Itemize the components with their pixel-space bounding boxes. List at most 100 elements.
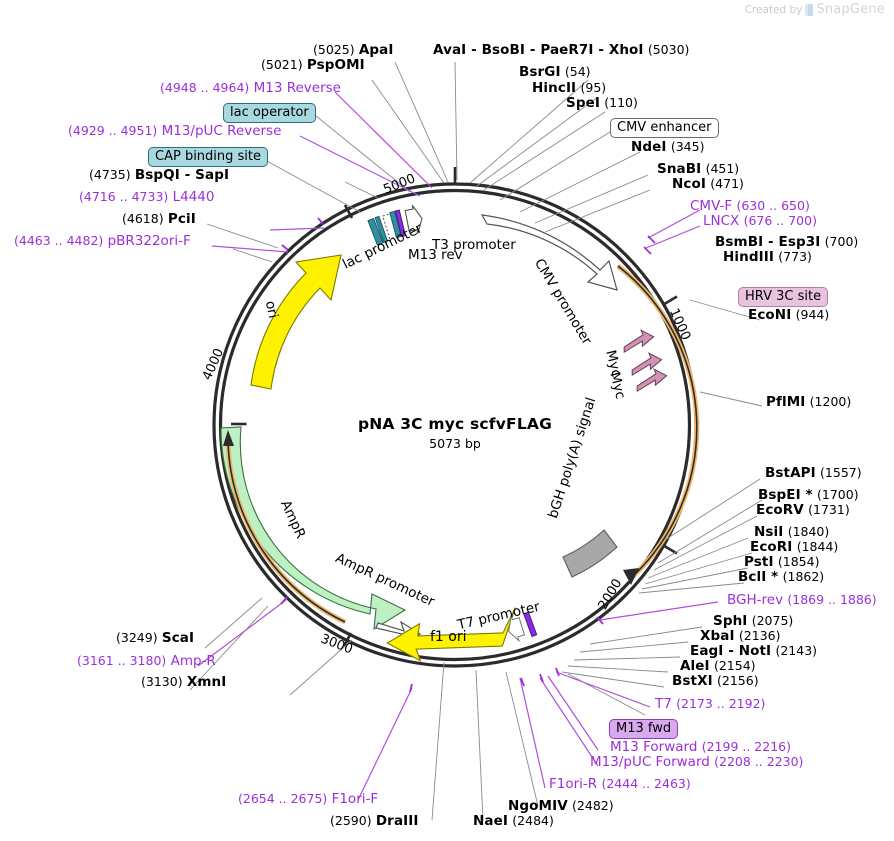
primer-name-m13-forward: M13 Forward [610,739,698,755]
enzyme-pos-spei: (110) [604,95,638,110]
enzyme-name-pspomi: PspOMI [306,57,365,73]
enzyme-name-ncoi: NcoI [672,176,706,192]
primer-name-l4440: L4440 [172,189,215,205]
feature-myc-group [623,329,668,393]
enzyme-label-draiii: (2590) DraIII [330,813,419,829]
primer-range-l4440: (4716 .. 4733) [79,189,169,204]
snapgene-wordmark: SnapGene [816,2,885,17]
enzyme-name-naei: NaeI [473,813,508,829]
enzyme-pos-bstapi: (1557) [820,465,862,480]
enzyme-pos-alei: (2154) [713,658,756,673]
badge-hrv-3c-site: HRV 3C site [738,287,829,307]
enzyme-name-sphi: SphI [713,613,748,629]
enzyme-label-ngomiv: NgoMIV (2482) [508,798,614,814]
enzyme-label-avai-bsobi-paer7i-xhoi: AvaI - BsoBI - PaeR7I - XhoI (5030) [433,42,689,58]
enzyme-pos-ndei: (345) [670,139,705,154]
primer-name-m13-puc-reverse: M13/pUC Reverse [161,123,282,139]
enzyme-pos-xmni: (3130) [141,674,183,689]
primer-label-l4440: (4716 .. 4733) L4440 [79,189,215,205]
primer-range-pbr322ori-f: (4463 .. 4482) [14,233,104,248]
primer-name-bgh-rev: BGH-rev [727,592,784,608]
enzyme-label-ecori: EcoRI (1844) [750,539,839,555]
primer-name-amp-r: Amp-R [170,653,216,669]
enzyme-label-pspomi: (5021) PspOMI [261,57,365,73]
primer-range-m13-puc-forward: (2208 .. 2230) [714,754,804,769]
enzyme-name-hindiii: HindIII [723,249,774,265]
primer-range-m13-reverse: (4948 .. 4964) [160,80,250,95]
enzyme-name-avai-group: AvaI - BsoBI - PaeR7I - XhoI [433,42,644,58]
feature-label-t3-promoter: T3 promoter [432,237,516,253]
enzyme-label-bstapi: BstAPI (1557) [765,465,862,481]
enzyme-name-apai: ApaI [358,42,394,58]
enzyme-label-ndei: NdeI (345) [631,139,705,155]
enzyme-pos-eagi-noti: (2143) [775,643,818,658]
enzyme-pos-pspomi: (5021) [261,57,303,72]
enzyme-pos-pcii: (4618) [122,211,164,226]
enzyme-label-pcii: (4618) PciI [122,211,196,227]
primer-range-f1ori-f: (2654 .. 2675) [238,791,328,806]
enzyme-name-econi: EcoNI [748,307,792,323]
enzyme-pos-draiii: (2590) [330,813,372,828]
enzyme-pos-sphi: (2075) [751,613,794,628]
primer-label-bgh-rev: BGH-rev (1869 .. 1886) [727,592,877,608]
enzyme-name-eagi-noti: EagI - NotI [690,643,772,659]
enzyme-pos-ngomiv: (2482) [572,798,614,813]
enzyme-label-nsii: NsiI (1840) [754,524,830,540]
enzyme-name-ecori: EcoRI [750,539,793,555]
enzyme-label-psti: PstI (1854) [744,554,819,570]
enzyme-label-alei: AleI (2154) [680,658,756,674]
plasmid-size: 5073 bp [429,436,481,451]
enzyme-pos-nsii: (1840) [787,524,830,539]
primer-name-t7: T7 [655,696,672,712]
primer-label-m13-forward: M13 Forward (2199 .. 2216) [610,739,791,755]
enzyme-label-ecorv: EcoRV (1731) [756,502,850,518]
enzyme-label-bspqi-sapi: (4735) BspQI - SapI [89,167,229,183]
enzyme-pos-hindiii: (773) [778,249,812,264]
enzyme-label-hincii: HincII (95) [532,81,606,96]
enzyme-name-pflmi: PflMI [766,394,806,410]
enzyme-name-bstapi: BstAPI [765,465,816,481]
enzyme-name-ecorv: EcoRV [756,502,804,518]
enzyme-label-sphi: SphI (2075) [713,613,794,629]
badge-cmv-enhancer: CMV enhancer [610,118,719,138]
primer-label-amp-r: (3161 .. 3180) Amp-R [77,653,216,669]
primer-range-amp-r: (3161 .. 3180) [77,653,167,668]
feature-t7-promoter [508,611,538,643]
enzyme-pos-ecori: (1844) [796,539,839,554]
badge-lac-operator: lac operator [223,103,316,123]
primer-range-cmv-f: (630 .. 650) [736,198,810,213]
enzyme-label-eagi-noti: EagI - NotI (2143) [690,643,818,659]
enzyme-name-scai: ScaI [161,630,195,646]
primer-label-f1ori-f: (2654 .. 2675) F1ori-F [238,791,378,807]
backbone-inner-circle [218,188,692,662]
transcript-arc [616,264,700,585]
enzyme-label-bcli: BclI * (1862) [738,570,824,585]
enzyme-label-xbai: XbaI (2136) [700,628,780,644]
primer-label-t7: T7 (2173 .. 2192) [655,696,766,712]
enzyme-name-alei: AleI [680,658,710,674]
badge-cap-binding-site: CAP binding site [148,147,269,167]
enzyme-name-xbai: XbaI [700,628,735,644]
leader-lines-primers [197,91,719,801]
enzyme-pos-bspei: (1700) [817,487,859,502]
enzyme-name-ndei: NdeI [631,139,667,155]
enzyme-name-spei: SpeI [566,95,600,111]
primer-label-lncx: LNCX (676 .. 700) [703,213,817,229]
leader-lines-enzymes [189,61,763,821]
enzyme-pos-bspqi-sapi: (4735) [89,167,131,182]
enzyme-name-psti: PstI [744,554,774,570]
enzyme-label-bstxi: BstXI (2156) [672,674,759,689]
ruler-tick-group [231,167,678,647]
feature-lac-region [367,204,423,246]
primer-range-t7: (2173 .. 2192) [676,696,766,711]
snapgene-logo-icon [805,3,814,16]
enzyme-name-bsmbi-esp3i: BsmBI - Esp3I [715,234,821,250]
primer-label-f1ori-r: F1ori-R (2444 .. 2463) [549,777,691,792]
feature-cmv-promoter [480,214,618,291]
primer-range-lncx: (676 .. 700) [743,213,817,228]
primer-name-cmv-f: CMV-F [690,198,733,214]
enzyme-label-bspei: BspEI * (1700) [758,487,859,503]
enzyme-pos-snabi: (451) [705,161,740,176]
